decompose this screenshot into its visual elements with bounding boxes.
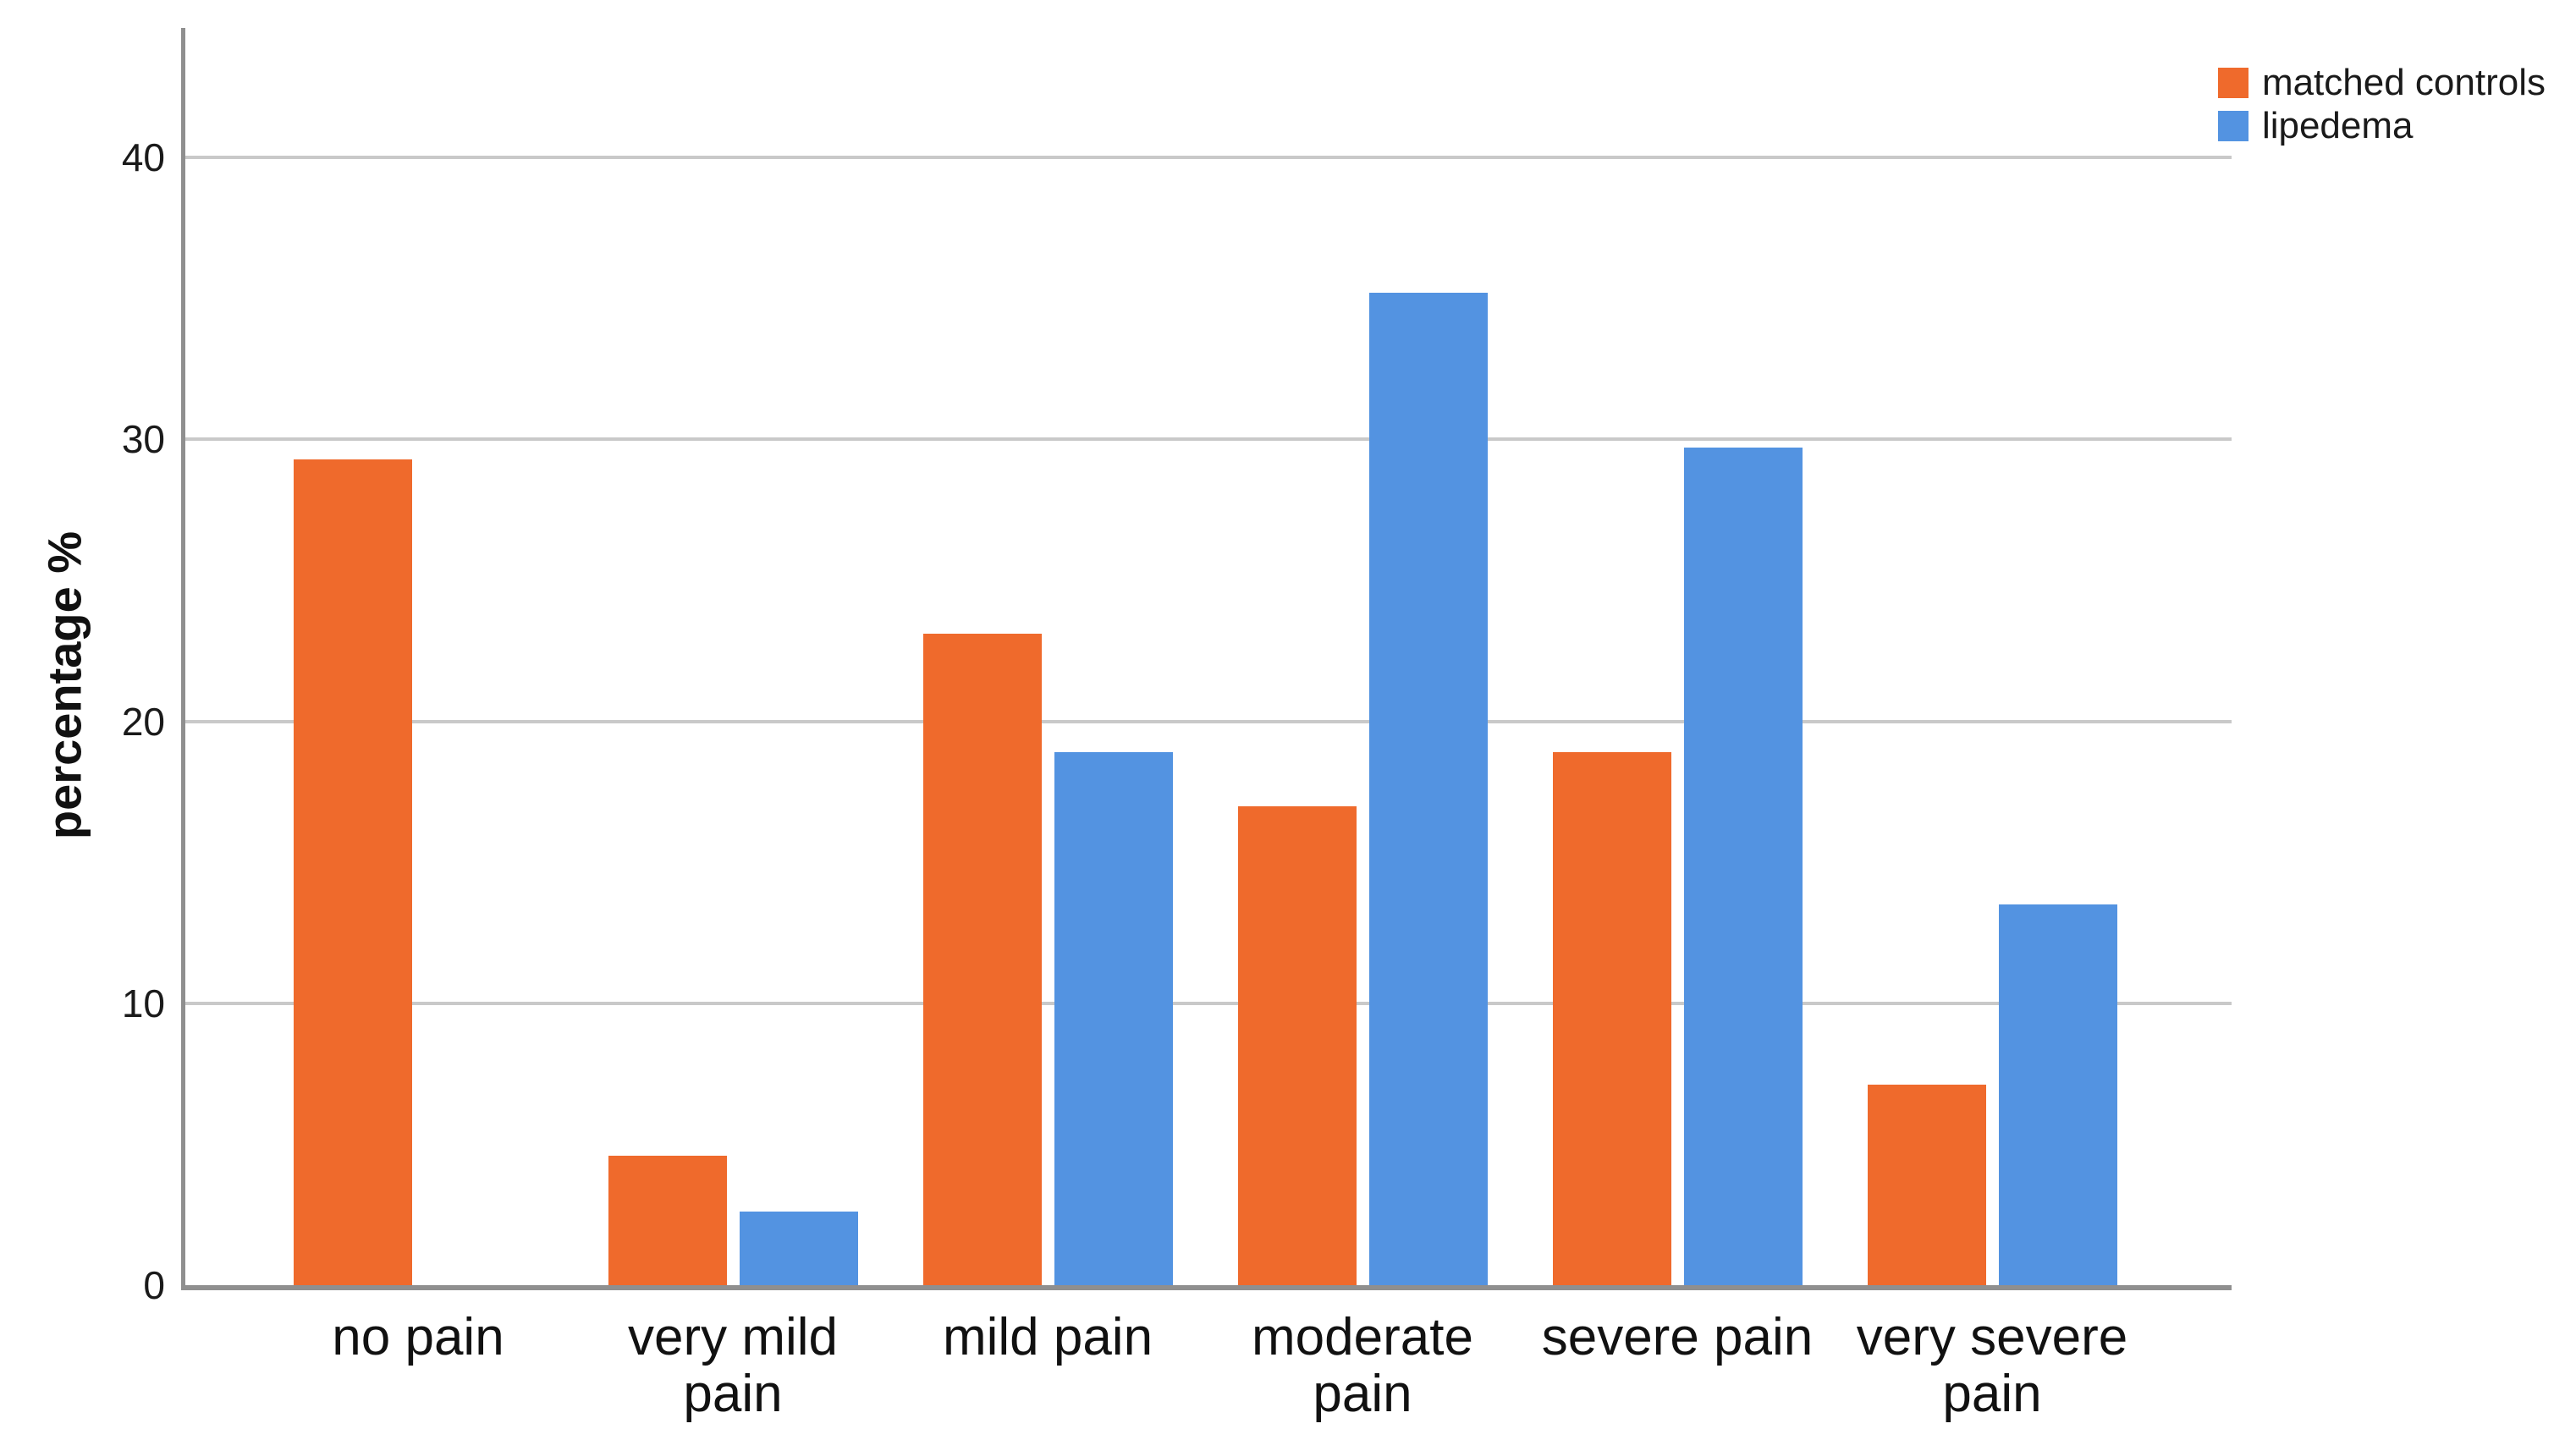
legend-label-lipedema: lipedema: [2261, 105, 2414, 146]
legend-swatch-lipedema: [2217, 111, 2248, 141]
y-axis-title: percentage %: [37, 530, 91, 840]
bar-matched-controls-very-severe-pain: [1868, 1085, 1986, 1285]
legend-swatch-matched-controls: [2217, 68, 2248, 98]
gridline-10: [184, 1002, 2232, 1005]
legend-item-matched-controls: matched controls: [2217, 62, 2546, 103]
category-label-mild-pain: mild pain: [942, 1308, 1153, 1366]
bar-matched-controls-severe-pain: [1553, 752, 1671, 1285]
y-tick-label-10: 10: [121, 981, 165, 1025]
legend: matched controls lipedema: [2217, 62, 2546, 146]
bar-lipedema-very-mild-pain: [740, 1212, 858, 1285]
y-tick-label-20: 20: [121, 700, 165, 744]
legend-item-lipedema: lipedema: [2217, 105, 2546, 146]
y-axis-line: [181, 28, 185, 1290]
y-tick-label-30: 30: [121, 417, 165, 461]
gridline-40: [184, 156, 2232, 159]
gridline-20: [184, 720, 2232, 723]
bar-lipedema-severe-pain: [1684, 448, 1803, 1285]
category-label-very-severe-pain: very severe pain: [1856, 1308, 2128, 1423]
category-label-moderate-pain: moderate pain: [1252, 1308, 1473, 1423]
bar-matched-controls-moderate-pain: [1238, 806, 1357, 1285]
bar-matched-controls-no-pain: [294, 459, 412, 1285]
bar-lipedema-very-severe-pain: [1999, 904, 2117, 1285]
y-tick-label-40: 40: [121, 135, 165, 179]
x-axis-line: [181, 1285, 2232, 1290]
legend-label-matched-controls: matched controls: [2261, 62, 2546, 103]
bar-matched-controls-mild-pain: [923, 634, 1042, 1285]
category-label-no-pain: no pain: [332, 1308, 504, 1366]
bar-lipedema-mild-pain: [1054, 752, 1173, 1285]
category-label-severe-pain: severe pain: [1541, 1308, 1814, 1366]
bar-lipedema-moderate-pain: [1369, 293, 1488, 1285]
category-label-very-mild-pain: very mild pain: [627, 1308, 839, 1423]
gridline-30: [184, 437, 2232, 441]
bar-matched-controls-very-mild-pain: [608, 1156, 727, 1285]
y-tick-label-0: 0: [143, 1263, 165, 1307]
